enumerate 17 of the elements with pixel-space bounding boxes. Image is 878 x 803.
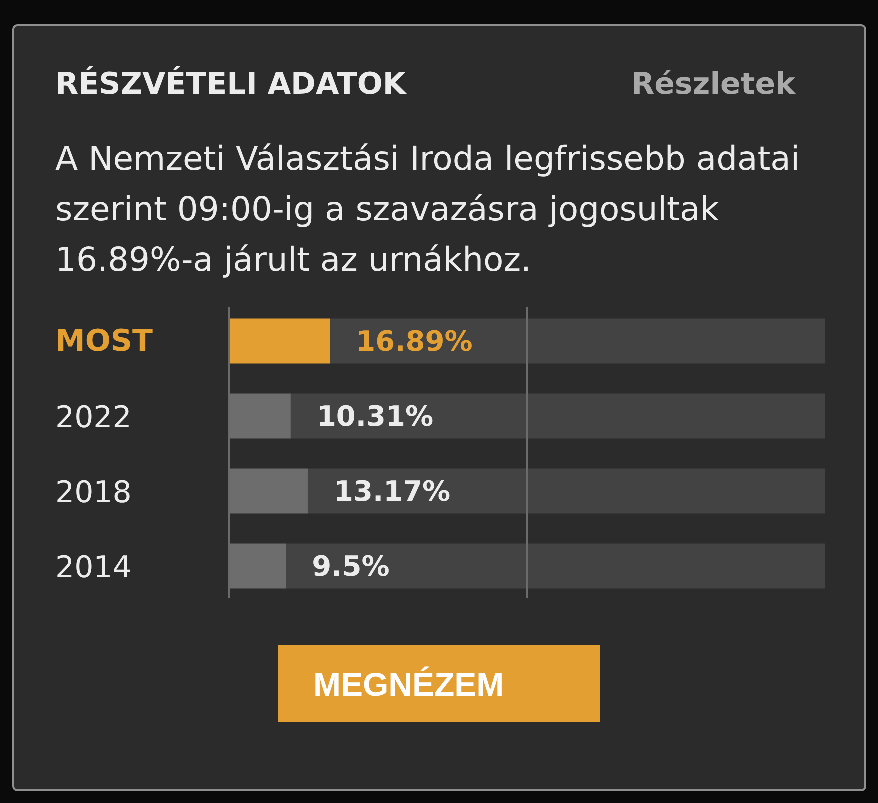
data-label: 9.5%: [312, 550, 390, 583]
data-label: 16.89%: [356, 324, 473, 358]
y-tick-label: MOST: [56, 324, 154, 359]
data-label: 13.17%: [334, 474, 451, 508]
bar: [308, 468, 826, 514]
y-tick-label: 2022: [56, 400, 132, 436]
y-tick-label: 2018: [56, 475, 132, 510]
data-label: 10.31%: [316, 400, 434, 433]
bar: [286, 544, 826, 589]
bar: [230, 318, 330, 364]
chart-title: RÉSZVÉTELI ADATOK: [56, 66, 408, 102]
bar: [290, 394, 826, 439]
chart-subtitle: A Nemzeti Választási Iroda legfrissebb adatai szerint 09:00-ig a szavazásra jogosultak 16.89%-a járult az urnákhoz.: [56, 139, 800, 279]
bar: [330, 318, 826, 364]
text: MEGNÉZEM: [314, 666, 504, 703]
y-tick-label: 2014: [56, 550, 132, 586]
text: Részletek: [631, 67, 797, 102]
